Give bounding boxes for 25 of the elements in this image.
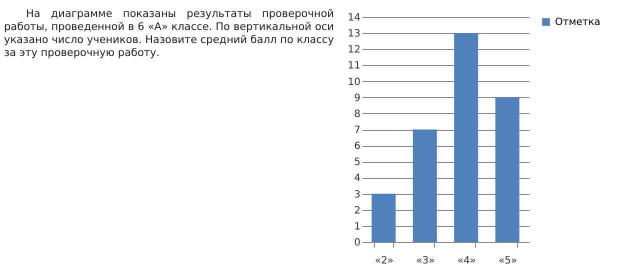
y-tick-label: 5 (354, 157, 360, 168)
y-tick-label: 10 (348, 76, 360, 88)
y-tick-label: 9 (354, 92, 360, 104)
bar (412, 130, 437, 242)
y-tick-label: 12 (348, 44, 360, 56)
y-tick-label: 3 (354, 189, 360, 200)
y-tick-label: 13 (348, 28, 360, 40)
bar (495, 97, 520, 242)
x-tick-label: «2» (374, 256, 394, 266)
y-tick-label: 1 (354, 221, 360, 232)
x-tick-label: «3» (416, 256, 435, 266)
y-tick-label: 4 (354, 173, 360, 184)
text: На диаграмме показаны результаты проверочной работы, проведенной в 6 «А» классе. По вертикальной оси указано число учеников. Назовите средний балл по классу за эту проверочную работу. (4, 8, 334, 60)
x-tick-label: «5» (498, 256, 518, 266)
y-tick-label: 6 (354, 141, 360, 152)
y-tick-label: 8 (354, 108, 360, 120)
y-tick-label: 0 (354, 238, 360, 248)
y-tick-label: 11 (348, 60, 360, 72)
y-tick-label: 2 (354, 205, 360, 216)
x-tick-label: «4» (457, 256, 476, 266)
legend-label: Отметка (555, 17, 600, 28)
bar (372, 194, 396, 242)
y-tick-label: 14 (348, 12, 360, 24)
y-tick-label: 7 (354, 125, 360, 136)
bar (454, 33, 478, 242)
